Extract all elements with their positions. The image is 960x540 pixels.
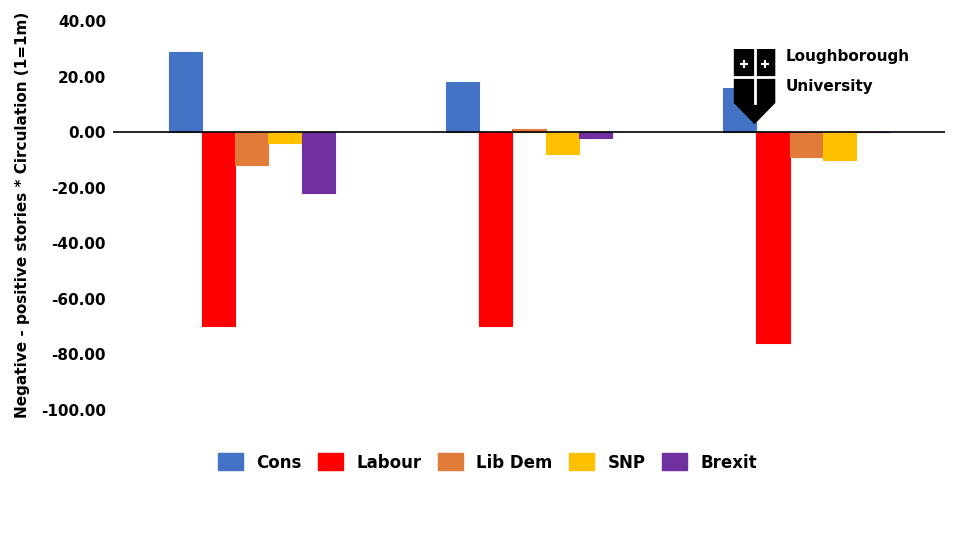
Bar [756,132,790,343]
Bar [445,82,479,132]
Bar [823,132,856,160]
Bar [269,132,301,143]
Y-axis label: Negative - positive stories * Circulation (1=1m): Negative - positive stories * Circulatio… [15,12,30,418]
Bar [545,132,579,154]
Text: Loughborough: Loughborough [785,49,909,64]
Bar [513,129,545,132]
Bar [479,132,513,326]
Bar [790,132,823,157]
Bar [202,132,235,326]
Bar [235,132,269,165]
Polygon shape [733,49,776,124]
Bar [579,132,612,138]
Legend: Cons, Labour, Lib Dem, SNP, Brexit: Cons, Labour, Lib Dem, SNP, Brexit [209,445,766,480]
Text: University: University [785,79,873,94]
Bar [723,87,756,132]
Bar [301,132,335,193]
Bar [169,51,202,132]
